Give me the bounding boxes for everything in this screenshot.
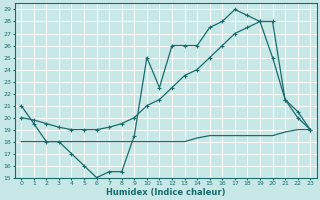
X-axis label: Humidex (Indice chaleur): Humidex (Indice chaleur) xyxy=(106,188,226,197)
